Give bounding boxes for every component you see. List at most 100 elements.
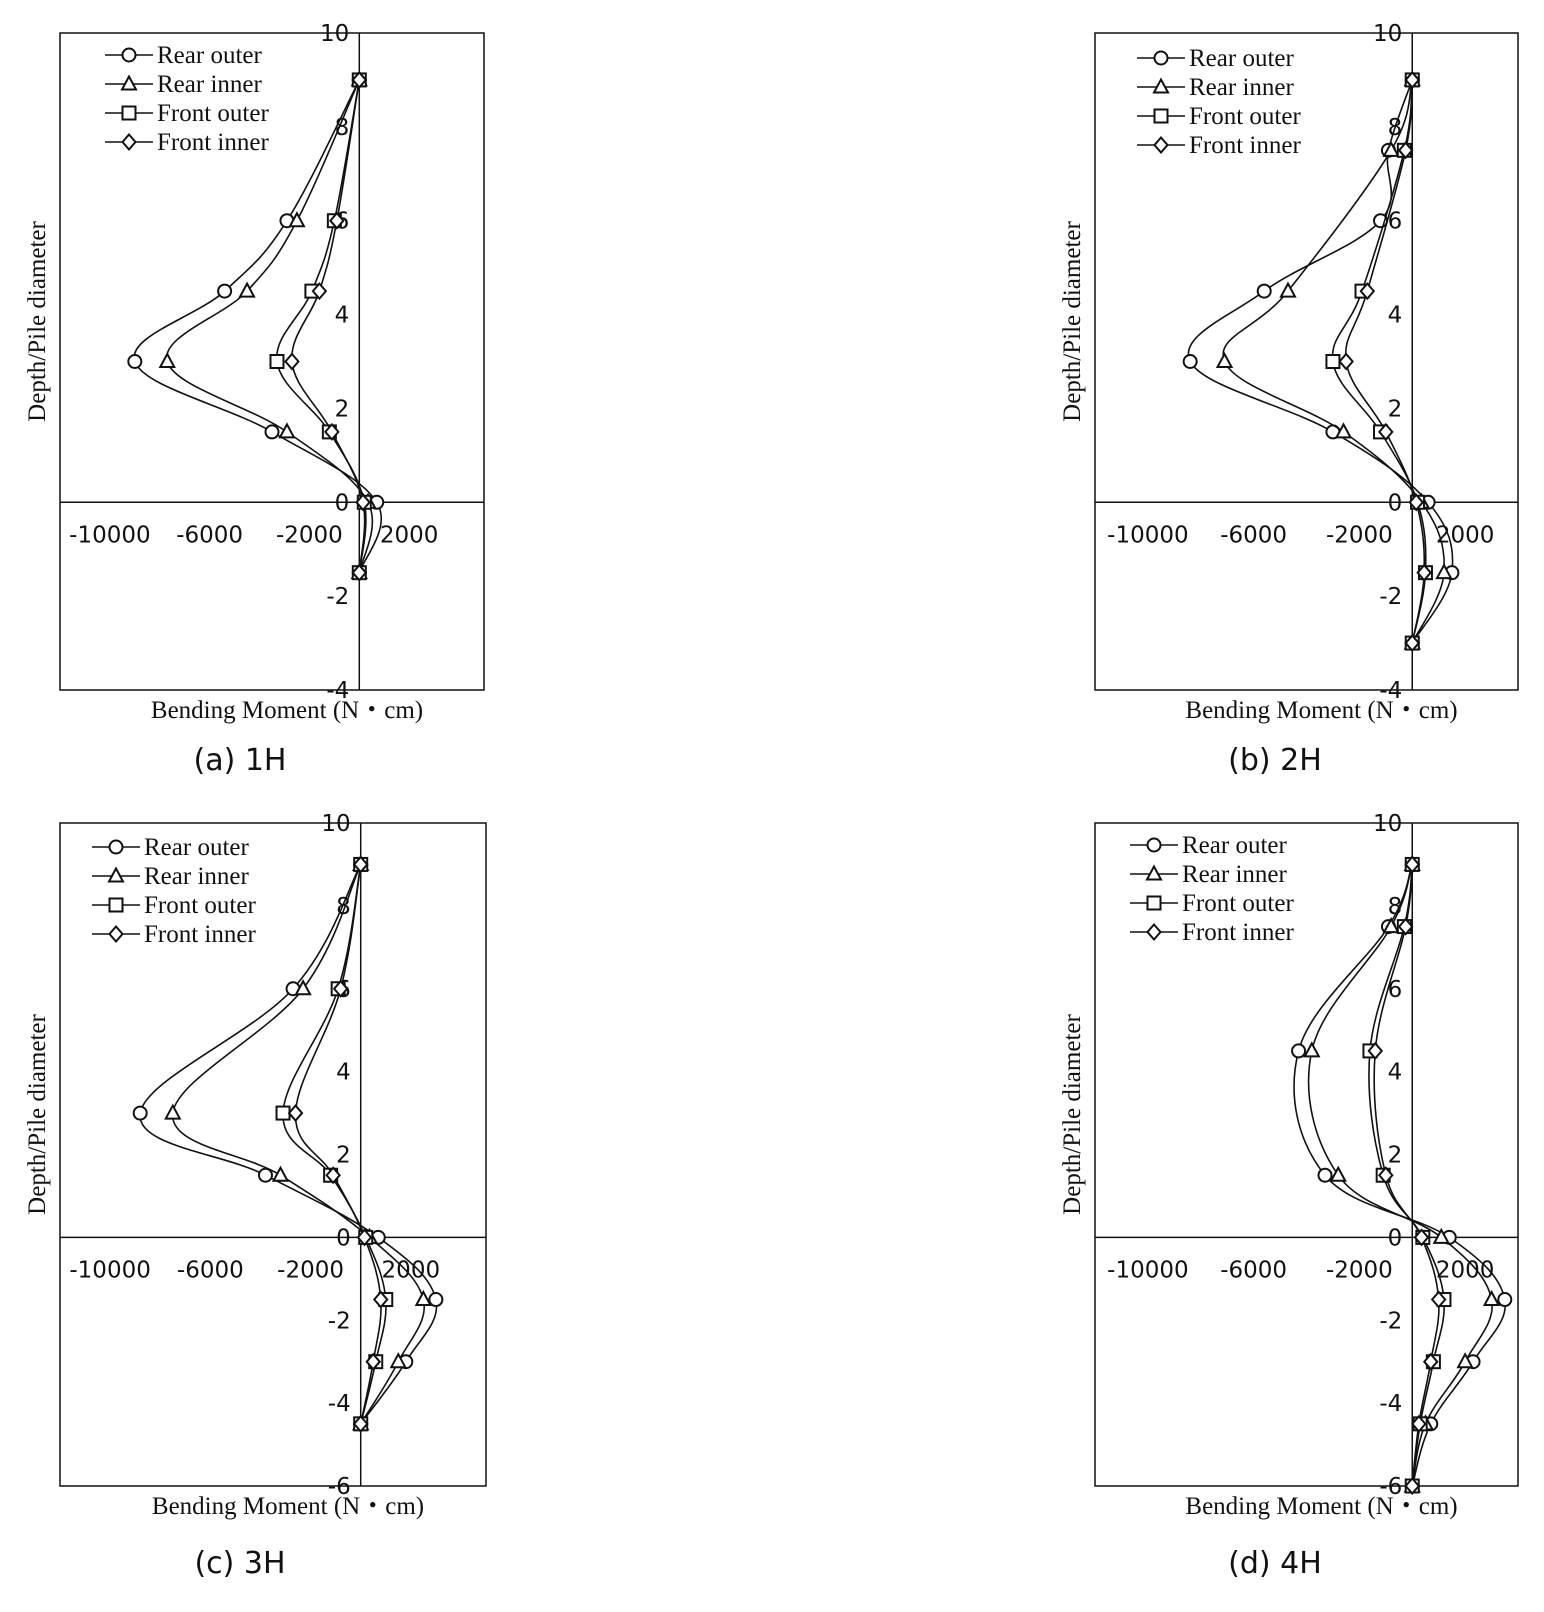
data-point <box>365 1352 382 1371</box>
data-point <box>1404 70 1421 89</box>
legend-marker <box>1146 922 1162 942</box>
y-tick-label: 2 <box>1388 396 1403 422</box>
data-point <box>1325 354 1341 369</box>
x-tick-label: -2000 <box>1326 1257 1393 1283</box>
x-tick-label: 2000 <box>1436 1257 1495 1283</box>
data-point <box>1256 283 1272 299</box>
y-tick-label: 6 <box>1388 977 1403 1003</box>
y-tick-label: 10 <box>1373 21 1402 47</box>
data-point <box>1338 352 1354 371</box>
data-point <box>278 422 296 439</box>
y-tick-label: -6 <box>328 1474 351 1500</box>
series-line <box>276 79 367 573</box>
legend-label: Rear outer <box>1182 832 1287 859</box>
chart-panel-3: -10000-6000-20002000-6-4-20246810Depth/P… <box>24 811 487 1581</box>
series-line <box>139 864 438 1425</box>
legend-marker <box>1152 77 1170 94</box>
y-tick-label: -4 <box>326 678 349 704</box>
data-point <box>1291 1043 1307 1059</box>
y-axis-title: Depth/Pile diameter <box>1059 221 1086 422</box>
data-point <box>1317 1167 1333 1183</box>
legend-marker <box>1153 135 1169 155</box>
y-tick-label: -2 <box>1379 584 1402 610</box>
y-tick-label: 2 <box>335 396 350 422</box>
data-point <box>1377 1166 1394 1185</box>
data-point <box>1408 493 1425 512</box>
data-point <box>132 1105 148 1121</box>
legend-marker <box>1146 895 1162 911</box>
legend-label: Front outer <box>157 100 269 127</box>
y-axis-title: Depth/Pile diameter <box>24 221 51 422</box>
plot-frame <box>1094 32 1519 691</box>
data-point <box>414 1289 433 1307</box>
data-point <box>1416 563 1432 582</box>
y-tick-label: 0 <box>336 1225 351 1251</box>
data-point <box>1456 1352 1474 1369</box>
data-point <box>275 1105 291 1121</box>
legend-label: Front outer <box>1189 103 1301 130</box>
chart-panel-2: -10000 -6000 -2000 2000-4-20246810Depth/Pil… <box>1059 21 1519 778</box>
data-point <box>1279 281 1297 298</box>
legend-marker <box>121 132 137 152</box>
data-point <box>217 283 233 299</box>
panel-caption: (c) 3H <box>194 1546 285 1581</box>
plot-frame <box>1094 822 1519 1487</box>
y-tick-label: 10 <box>1373 811 1402 837</box>
x-tick-label: -6000 <box>1220 1257 1287 1283</box>
data-point <box>1182 354 1198 369</box>
series-line <box>1344 79 1426 644</box>
y-tick-label: 0 <box>335 490 350 516</box>
y-tick-label: 0 <box>1388 1225 1403 1251</box>
legend-marker <box>121 47 137 63</box>
legend-label: Rear inner <box>157 71 262 98</box>
y-tick-label: 8 <box>1388 894 1403 920</box>
data-point <box>1359 282 1376 301</box>
legend-marker <box>120 74 138 91</box>
y-axis-title: Depth/Pile diameter <box>1059 1014 1086 1215</box>
y-tick-label: 0 <box>1388 490 1403 516</box>
series-front-outer <box>1362 856 1452 1494</box>
y-tick-label: -4 <box>1379 1391 1402 1417</box>
legend-marker <box>1146 837 1162 853</box>
data-point <box>1382 140 1400 157</box>
data-point <box>1430 1290 1447 1309</box>
y-tick-label: -2 <box>328 1308 351 1334</box>
x-tick-label: 2000 <box>382 1257 441 1283</box>
data-point <box>325 1166 341 1185</box>
y-tick-label: -2 <box>1379 1308 1402 1334</box>
data-point <box>1482 1289 1501 1307</box>
y-tick-label: 4 <box>1388 303 1403 329</box>
data-point <box>1497 1292 1513 1308</box>
data-point <box>372 1290 389 1309</box>
y-tick-label: 2 <box>1388 1143 1403 1169</box>
data-point <box>356 1228 373 1247</box>
data-point <box>1404 634 1421 653</box>
legend-label: Front inner <box>144 921 256 948</box>
x-axis-title: Bending Moment (N・cm) <box>1185 697 1457 724</box>
plot-frame <box>59 32 485 691</box>
legend-marker <box>108 839 124 855</box>
data-point <box>311 282 328 301</box>
legend-label: Front inner <box>157 129 269 156</box>
data-point <box>1432 1227 1451 1244</box>
y-tick-label: -6 <box>1379 1474 1402 1500</box>
data-point <box>1404 1476 1421 1496</box>
legend-label: Front inner <box>1182 919 1294 946</box>
data-point <box>1411 1414 1427 1433</box>
series-line <box>282 864 387 1425</box>
x-tick-label: -2000 <box>277 1257 344 1283</box>
data-point <box>1215 351 1234 368</box>
data-point <box>428 1292 444 1308</box>
data-point <box>389 1352 407 1369</box>
data-point <box>164 1103 182 1120</box>
x-tick-label: -10000 <box>69 1257 150 1283</box>
data-point <box>1303 1041 1321 1058</box>
legend-marker <box>107 866 125 883</box>
x-tick-label: -2000 <box>276 522 343 548</box>
legend-marker <box>121 105 137 121</box>
y-tick-label: 4 <box>335 303 350 329</box>
